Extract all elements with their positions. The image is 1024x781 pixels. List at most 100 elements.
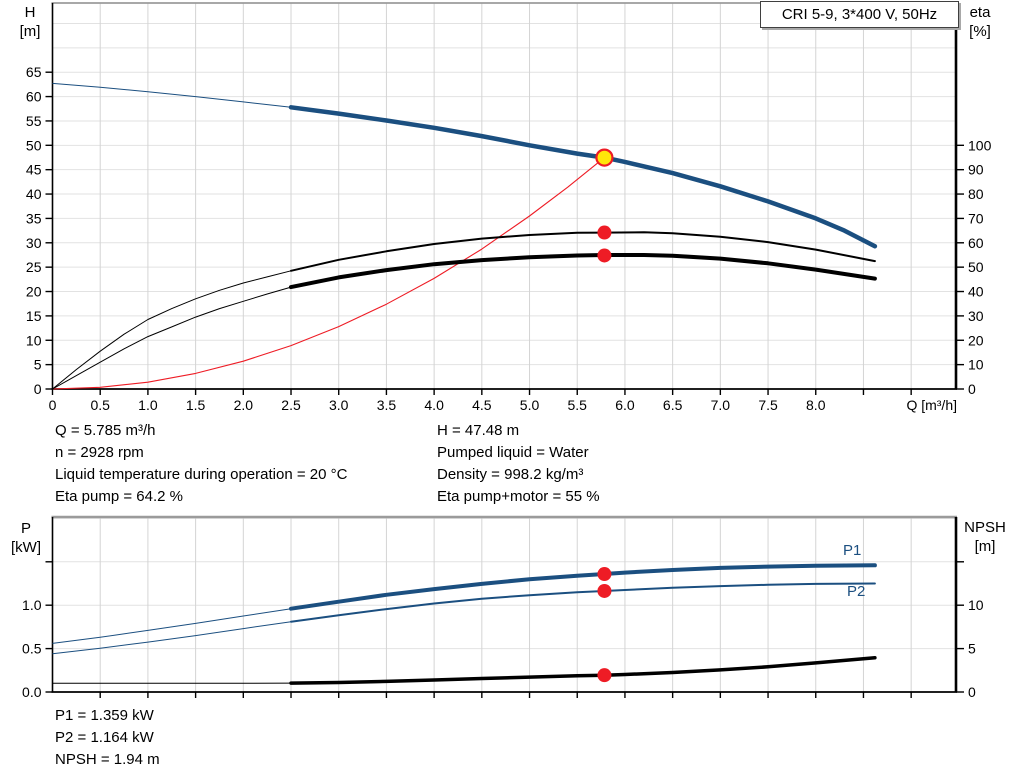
h-gridlines (52, 517, 956, 650)
tick-label: 1.0 (22, 597, 42, 613)
tick-label: 10 (968, 357, 984, 373)
p1-curve-label: P1 (843, 542, 862, 559)
tick-label: 65 (26, 64, 42, 80)
eta-pump-point (597, 225, 612, 240)
power-info: P1 = 1.359 kW P2 = 1.164 kW NPSH = 1.94 … (55, 705, 160, 771)
info-p1: P1 = 1.359 kW (55, 707, 154, 724)
tick-label: 30 (26, 235, 42, 251)
info-p2: P2 = 1.164 kW (55, 729, 154, 746)
npsh-axis-symbol: NPSH (964, 519, 1006, 536)
tick-label: 25 (26, 259, 42, 275)
tick-label: 10 (968, 597, 984, 613)
tick-label: 0.5 (90, 397, 110, 413)
tick-label: 0 (968, 381, 976, 397)
tick-label: 60 (968, 235, 984, 251)
tick-label: 2.0 (234, 397, 254, 413)
p2-curve (52, 582, 876, 655)
eta-axis-unit: [%] (969, 23, 991, 40)
eta-pump-motor-point (597, 248, 612, 263)
tick-label: 2.5 (281, 397, 301, 413)
info-pumped-liquid: Pumped liquid = Water (437, 444, 589, 461)
axis-ticks: 0 5 10 15 20 25 30 35 40 45 50 55 60 65 0 10 20 30 40 50 60 7… (26, 64, 992, 413)
tick-label: 20 (968, 332, 984, 348)
npsh-axis-unit: [m] (974, 538, 996, 555)
tick-label: 5 (34, 357, 42, 373)
head-axis-unit: [m] (19, 23, 41, 40)
v-gridlines (99, 3, 912, 389)
tick-label: 4.5 (472, 397, 492, 413)
tick-label: 0 (49, 397, 57, 413)
tick-label: 5 (968, 641, 976, 657)
tick-label: 6.0 (615, 397, 635, 413)
duty-markers (595, 148, 614, 263)
npsh-point (597, 668, 612, 683)
tick-label: 10 (26, 332, 42, 348)
tick-label: 6.5 (663, 397, 683, 413)
info-head: H = 47.48 m (437, 422, 520, 439)
info-npsh: NPSH = 1.94 m (55, 751, 160, 768)
tick-label: 60 (26, 89, 42, 105)
tick-label: 8.0 (806, 397, 826, 413)
duty-markers (597, 567, 612, 683)
tick-label: 40 (968, 284, 984, 300)
tick-label: 0.0 (22, 684, 42, 700)
tick-label: 0.5 (22, 641, 42, 657)
tick-label: 55 (26, 113, 42, 129)
chart-0: 0 5 10 15 20 25 30 35 40 45 50 55 60 65 0 10 20 30 40 50 60 7… (26, 2, 992, 413)
tick-label: 80 (968, 186, 984, 202)
pump-title: CRI 5-9, 3*400 V, 50Hz (781, 6, 938, 23)
chart-1: 0.0 0.5 1.0 0 5 10 (22, 515, 984, 700)
npsh-axis-label: NPSH [m] (952, 518, 1018, 556)
h-gridlines (52, 22, 956, 366)
head-axis-label: H [m] (10, 3, 50, 41)
pump-title-box: CRI 5-9, 3*400 V, 50Hz (760, 1, 959, 28)
chart-frame (51, 2, 958, 390)
info-liquid-temperature: Liquid temperature during operation = 20… (55, 466, 348, 483)
eta-axis-symbol: eta (969, 4, 991, 21)
info-density: Density = 998.2 kg/m³ (437, 466, 584, 483)
tick-label: 4.0 (424, 397, 444, 413)
tick-label: 90 (968, 162, 984, 178)
system-curve (52, 157, 605, 390)
info-flow: Q = 5.785 m³/h (55, 422, 156, 439)
tick-label: 3.0 (329, 397, 349, 413)
v-gridlines (99, 517, 912, 692)
tick-label: 3.5 (377, 397, 397, 413)
tick-label: 0 (34, 381, 42, 397)
tick-label: 5.0 (520, 397, 540, 413)
npsh-curve (52, 655, 877, 685)
duty-info-left: Q = 5.785 m³/h n = 2928 rpm Liquid tempe… (55, 420, 347, 508)
duty-info-right: H = 47.48 m Pumped liquid = Water Densit… (437, 420, 600, 508)
power-axis-unit: [kW] (11, 539, 41, 556)
tick-label: 45 (26, 162, 42, 178)
p1-curve (52, 563, 877, 644)
info-speed: n = 2928 rpm (55, 444, 144, 461)
tick-label: 7.5 (758, 397, 778, 413)
axis-ticks: 0.0 0.5 1.0 0 5 10 (22, 561, 984, 700)
tick-label: 7.0 (711, 397, 731, 413)
chart-frame (51, 515, 958, 693)
p2-curve-label: P2 (847, 583, 866, 600)
tick-label: 40 (26, 186, 42, 202)
tick-label: 35 (26, 210, 42, 226)
tick-label: 30 (968, 308, 984, 324)
power-axis-symbol: P (20, 520, 31, 537)
tick-label: 0 (968, 684, 976, 700)
info-eta-pump: Eta pump = 64.2 % (55, 488, 183, 505)
tick-label: 50 (968, 259, 984, 275)
info-eta-pump-motor: Eta pump+motor = 55 % (437, 488, 600, 505)
tick-label: 1.5 (186, 397, 206, 413)
tick-label: 15 (26, 308, 42, 324)
power-axis-label: P [kW] (2, 519, 50, 557)
tick-label: 1.0 (138, 397, 158, 413)
head-axis-symbol: H (24, 4, 36, 21)
tick-label: 5.5 (568, 397, 588, 413)
p2-point (597, 583, 612, 598)
eta-axis-label: eta [%] (958, 3, 1002, 41)
tick-label: 20 (26, 284, 42, 300)
tick-label: 100 (968, 137, 992, 153)
duty-point (595, 148, 614, 167)
eta-pump-motor-curve (52, 253, 877, 390)
